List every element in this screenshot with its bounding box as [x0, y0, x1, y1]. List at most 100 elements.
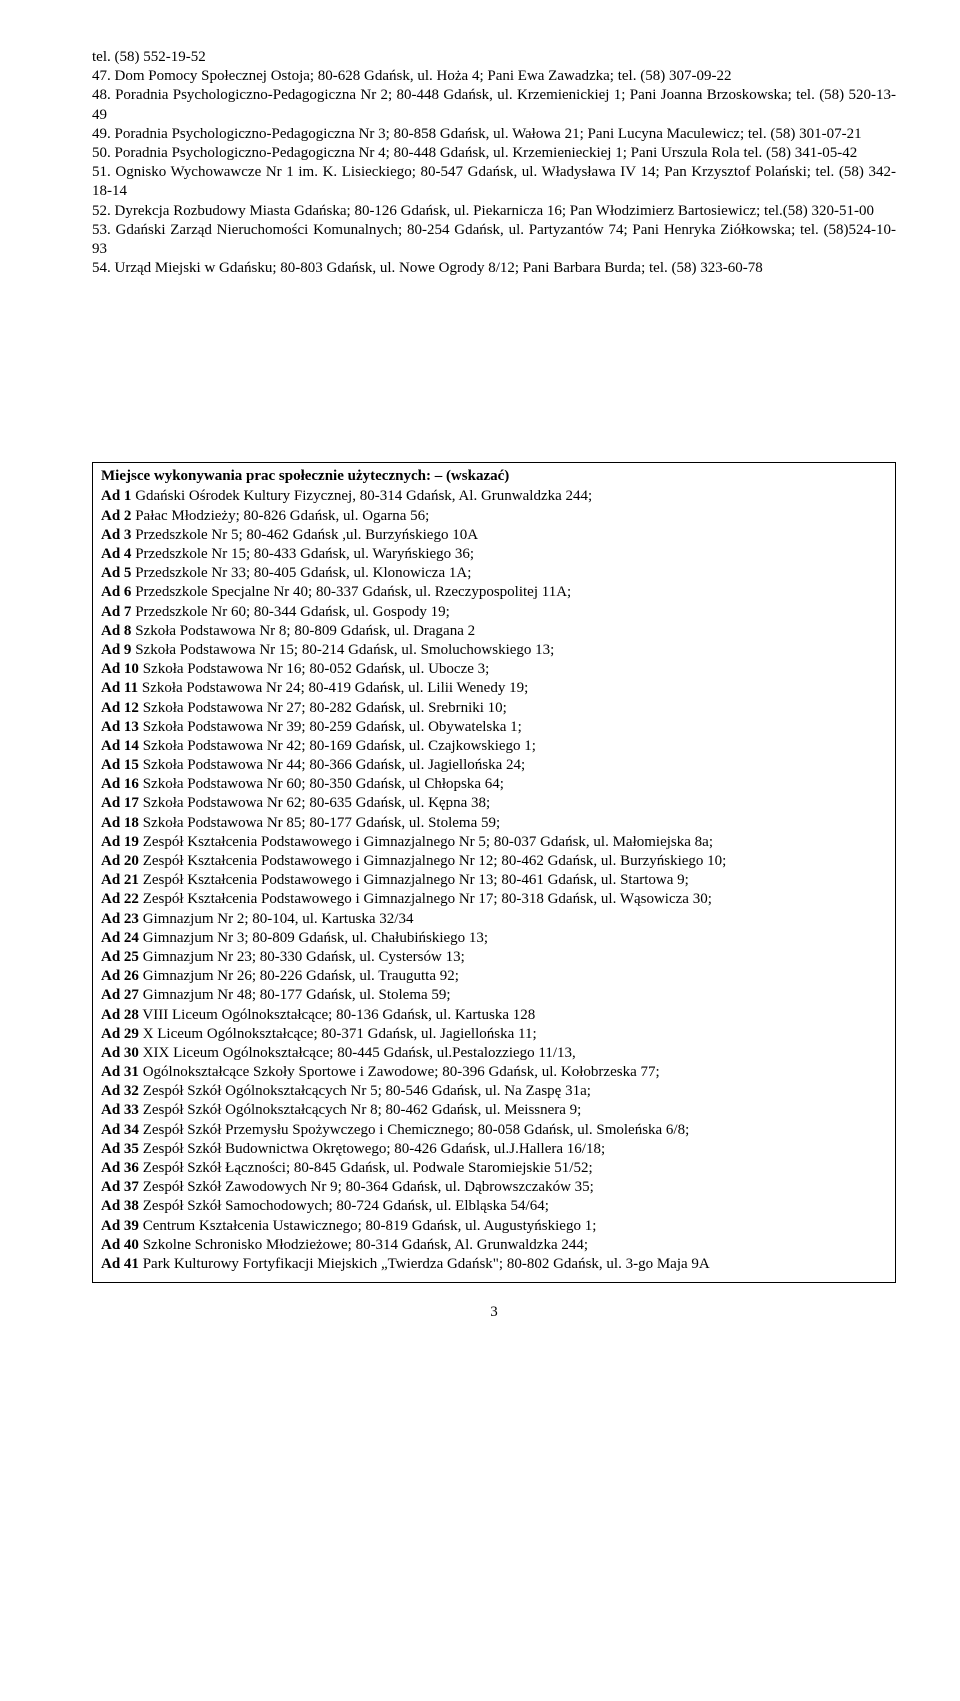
item-text: Poradnia Psychologiczno-Pedagogiczna Nr …	[115, 145, 858, 161]
item-number: 52.	[92, 203, 115, 219]
ad-text: X Liceum Ogólnokształcące; 80-371 Gdańsk…	[139, 1026, 537, 1042]
ad-text: Szkoła Podstawowa Nr 39; 80-259 Gdańsk, …	[139, 719, 522, 735]
ad-text: Szkoła Podstawowa Nr 60; 80-350 Gdańsk, …	[139, 776, 504, 792]
item-text: Poradnia Psychologiczno-Pedagogiczna Nr …	[92, 87, 896, 122]
ad-label: Ad 12	[101, 700, 139, 716]
ad-text: Gimnazjum Nr 23; 80-330 Gdańsk, ul. Cyst…	[139, 949, 465, 965]
ad-label: Ad 41	[101, 1256, 139, 1272]
ad-line: Ad 31 Ogólnokształcące Szkoły Sportowe i…	[101, 1063, 887, 1082]
ad-label: Ad 15	[101, 757, 139, 773]
item-number: 48.	[92, 87, 115, 103]
list-pre-text: tel. (58) 552-19-52	[92, 48, 896, 67]
ad-line: Ad 7 Przedszkole Nr 60; 80-344 Gdańsk, u…	[101, 603, 887, 622]
ad-text: Zespół Kształcenia Podstawowego i Gimnaz…	[139, 872, 689, 888]
ad-text: Zespół Szkół Łączności; 80-845 Gdańsk, u…	[139, 1160, 593, 1176]
ad-text: XIX Liceum Ogólnokształcące; 80-445 Gdań…	[139, 1045, 576, 1061]
ad-label: Ad 32	[101, 1083, 139, 1099]
item-text: Ognisko Wychowawcze Nr 1 im. K. Lisiecki…	[92, 164, 896, 199]
numbered-item: 54. Urząd Miejski w Gdańsku; 80-803 Gdań…	[92, 259, 896, 278]
numbered-item: 50. Poradnia Psychologiczno-Pedagogiczna…	[92, 144, 896, 163]
ad-box: Miejsce wykonywania prac społecznie użyt…	[92, 462, 896, 1283]
ad-text: Szkoła Podstawowa Nr 62; 80-635 Gdańsk, …	[139, 795, 490, 811]
ad-label: Ad 6	[101, 584, 131, 600]
ad-label: Ad 26	[101, 968, 139, 984]
ad-label: Ad 14	[101, 738, 139, 754]
ad-text: Szkoła Podstawowa Nr 8; 80-809 Gdańsk, u…	[131, 623, 475, 639]
ad-text: Gimnazjum Nr 48; 80-177 Gdańsk, ul. Stol…	[139, 987, 451, 1003]
ad-line: Ad 2 Pałac Młodzieży; 80-826 Gdańsk, ul.…	[101, 507, 887, 526]
ad-label: Ad 36	[101, 1160, 139, 1176]
ad-text: Przedszkole Nr 15; 80-433 Gdańsk, ul. Wa…	[131, 546, 474, 562]
item-text: Urząd Miejski w Gdańsku; 80-803 Gdańsk, …	[115, 260, 763, 276]
ad-text: Szkoła Podstawowa Nr 85; 80-177 Gdańsk, …	[139, 815, 500, 831]
ad-text: Zespół Szkół Samochodowych; 80-724 Gdańs…	[139, 1198, 549, 1214]
ad-label: Ad 1	[101, 488, 131, 504]
ad-line: Ad 33 Zespół Szkół Ogólnokształcących Nr…	[101, 1101, 887, 1120]
ad-label: Ad 24	[101, 930, 139, 946]
ad-line: Ad 15 Szkoła Podstawowa Nr 44; 80-366 Gd…	[101, 756, 887, 775]
numbered-list: tel. (58) 552-19-5247. Dom Pomocy Społec…	[92, 48, 896, 278]
ad-label: Ad 5	[101, 565, 131, 581]
ad-line: Ad 21 Zespół Kształcenia Podstawowego i …	[101, 871, 887, 890]
ad-text: Zespół Szkół Przemysłu Spożywczego i Che…	[139, 1122, 689, 1138]
ad-text: Szkoła Podstawowa Nr 15; 80-214 Gdańsk, …	[131, 642, 554, 658]
ad-line: Ad 5 Przedszkole Nr 33; 80-405 Gdańsk, u…	[101, 564, 887, 583]
ad-line: Ad 39 Centrum Kształcenia Ustawicznego; …	[101, 1217, 887, 1236]
ad-text: Zespół Kształcenia Podstawowego i Gimnaz…	[139, 853, 726, 869]
ad-text: Przedszkole Nr 60; 80-344 Gdańsk, ul. Go…	[131, 604, 449, 620]
ad-text: Szkoła Podstawowa Nr 44; 80-366 Gdańsk, …	[139, 757, 525, 773]
ad-text: Park Kulturowy Fortyfikacji Miejskich „T…	[139, 1256, 710, 1272]
ad-line: Ad 27 Gimnazjum Nr 48; 80-177 Gdańsk, ul…	[101, 986, 887, 1005]
ad-line: Ad 10 Szkoła Podstawowa Nr 16; 80-052 Gd…	[101, 660, 887, 679]
numbered-item: 49. Poradnia Psychologiczno-Pedagogiczna…	[92, 125, 896, 144]
ad-line: Ad 41 Park Kulturowy Fortyfikacji Miejsk…	[101, 1255, 887, 1274]
ad-line: Ad 37 Zespół Szkół Zawodowych Nr 9; 80-3…	[101, 1178, 887, 1197]
ad-text: Zespół Kształcenia Podstawowego i Gimnaz…	[139, 834, 713, 850]
ad-line: Ad 30 XIX Liceum Ogólnokształcące; 80-44…	[101, 1044, 887, 1063]
ad-label: Ad 4	[101, 546, 131, 562]
ad-line: Ad 3 Przedszkole Nr 5; 80-462 Gdańsk ,ul…	[101, 526, 887, 545]
ad-label: Ad 35	[101, 1141, 139, 1157]
ad-label: Ad 37	[101, 1179, 139, 1195]
ad-line: Ad 8 Szkoła Podstawowa Nr 8; 80-809 Gdań…	[101, 622, 887, 641]
ad-line: Ad 20 Zespół Kształcenia Podstawowego i …	[101, 852, 887, 871]
ad-label: Ad 13	[101, 719, 139, 735]
ad-label: Ad 31	[101, 1064, 139, 1080]
ad-text: Gimnazjum Nr 2; 80-104, ul. Kartuska 32/…	[139, 911, 414, 927]
ad-line: Ad 1 Gdański Ośrodek Kultury Fizycznej, …	[101, 487, 887, 506]
ad-label: Ad 21	[101, 872, 139, 888]
ad-line: Ad 12 Szkoła Podstawowa Nr 27; 80-282 Gd…	[101, 699, 887, 718]
ad-line: Ad 9 Szkoła Podstawowa Nr 15; 80-214 Gda…	[101, 641, 887, 660]
ad-label: Ad 22	[101, 891, 139, 907]
ad-label: Ad 27	[101, 987, 139, 1003]
ad-label: Ad 17	[101, 795, 139, 811]
ad-label: Ad 40	[101, 1237, 139, 1253]
ad-line: Ad 16 Szkoła Podstawowa Nr 60; 80-350 Gd…	[101, 775, 887, 794]
item-text: Dyrekcja Rozbudowy Miasta Gdańska; 80-12…	[115, 203, 875, 219]
ad-line: Ad 23 Gimnazjum Nr 2; 80-104, ul. Kartus…	[101, 910, 887, 929]
ad-label: Ad 30	[101, 1045, 139, 1061]
ad-text: Szkoła Podstawowa Nr 42; 80-169 Gdańsk, …	[139, 738, 536, 754]
ad-text: Zespół Szkół Ogólnokształcących Nr 5; 80…	[139, 1083, 591, 1099]
ad-line: Ad 40 Szkolne Schronisko Młodzieżowe; 80…	[101, 1236, 887, 1255]
numbered-item: 51. Ognisko Wychowawcze Nr 1 im. K. Lisi…	[92, 163, 896, 201]
ad-label: Ad 33	[101, 1102, 139, 1118]
ad-line: Ad 38 Zespół Szkół Samochodowych; 80-724…	[101, 1197, 887, 1216]
ad-line: Ad 17 Szkoła Podstawowa Nr 62; 80-635 Gd…	[101, 794, 887, 813]
ad-line: Ad 22 Zespół Kształcenia Podstawowego i …	[101, 890, 887, 909]
ad-text: Zespół Kształcenia Podstawowego i Gimnaz…	[139, 891, 712, 907]
ad-label: Ad 34	[101, 1122, 139, 1138]
ad-label: Ad 25	[101, 949, 139, 965]
ad-line: Ad 28 VIII Liceum Ogólnokształcące; 80-1…	[101, 1006, 887, 1025]
page-number: 3	[92, 1303, 896, 1322]
ad-label: Ad 3	[101, 527, 131, 543]
item-text: Gdański Zarząd Nieruchomości Komunalnych…	[92, 222, 896, 257]
ad-line: Ad 35 Zespół Szkół Budownictwa Okrętoweg…	[101, 1140, 887, 1159]
item-number: 51.	[92, 164, 115, 180]
ad-line: Ad 4 Przedszkole Nr 15; 80-433 Gdańsk, u…	[101, 545, 887, 564]
ad-text: Szkoła Podstawowa Nr 16; 80-052 Gdańsk, …	[139, 661, 489, 677]
ad-text: Zespół Szkół Budownictwa Okrętowego; 80-…	[139, 1141, 605, 1157]
ad-list: Ad 1 Gdański Ośrodek Kultury Fizycznej, …	[101, 487, 887, 1274]
numbered-item: 48. Poradnia Psychologiczno-Pedagogiczna…	[92, 86, 896, 124]
item-text: Poradnia Psychologiczno-Pedagogiczna Nr …	[115, 126, 862, 142]
